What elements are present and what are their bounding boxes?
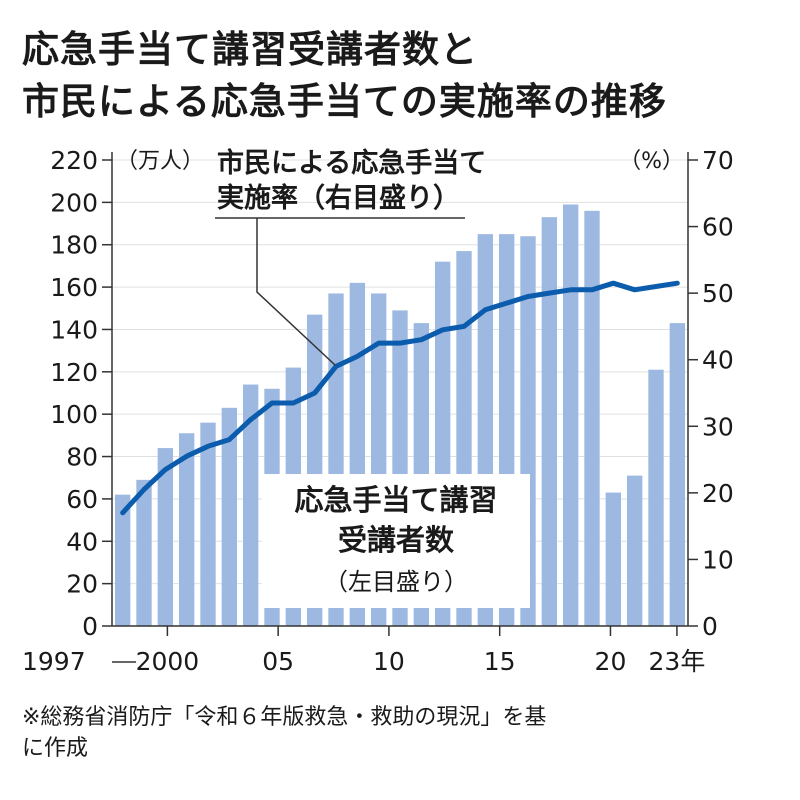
footnote-line-1: ※総務省消防庁「令和６年版救急・救助の現況」を基 <box>22 705 547 730</box>
x-axis-tick-label: 23年 <box>649 647 706 676</box>
left-axis-unit: （万人） <box>116 149 204 174</box>
bar <box>605 492 622 626</box>
left-axis-tick-label: 160 <box>50 273 98 302</box>
bar <box>626 475 643 626</box>
x-axis-tick-label: 05 <box>262 647 294 676</box>
bar <box>221 407 238 626</box>
footnote-line-2: に作成 <box>22 736 89 761</box>
right-axis-tick-label: 60 <box>702 213 734 242</box>
right-axis-tick-label: 50 <box>702 279 734 308</box>
bar-label-box <box>262 474 530 608</box>
line-label-leader <box>256 218 336 366</box>
bar <box>136 479 152 626</box>
left-axis-tick-label: 180 <box>50 231 98 260</box>
bar <box>242 384 259 626</box>
left-axis-tick-label: 40 <box>66 527 98 556</box>
x-axis-tick-label: 15 <box>484 647 516 676</box>
line-label-line-1: 市民による応急手当て <box>217 147 486 179</box>
bar <box>584 210 600 626</box>
left-axis-tick-label: 200 <box>50 188 98 217</box>
rate-line <box>120 280 680 516</box>
line-label-line-2: 実施率（右目盛り） <box>217 182 460 214</box>
bar <box>157 448 174 626</box>
chart-title-line-2: 市民による応急手当ての実施率の推移 <box>22 80 667 123</box>
x-axis-tick-label: 2000 <box>136 647 200 676</box>
bar <box>114 494 131 626</box>
bar <box>669 323 686 626</box>
left-axis-tick-label: 120 <box>50 358 98 387</box>
bar-label-line-3: （左目盛り） <box>324 568 468 596</box>
right-axis-tick-label: 0 <box>702 612 718 641</box>
bar <box>541 217 558 626</box>
left-axis-tick-label: 0 <box>82 612 98 641</box>
x-axis-tick-label: 10 <box>373 647 405 676</box>
x-axis-tick-label: 1997 <box>22 647 86 676</box>
bar-label-line-1: 応急手当て講習 <box>294 483 497 517</box>
right-axis-tick-label: 70 <box>702 146 734 175</box>
right-axis-tick-label: 10 <box>702 545 734 574</box>
right-axis-tick-label: 20 <box>702 479 734 508</box>
bar <box>562 204 579 626</box>
bar <box>648 369 664 626</box>
left-axis-tick-label: 220 <box>50 146 98 175</box>
left-axis-tick-label: 100 <box>50 400 98 429</box>
left-axis-tick-label: 140 <box>50 315 98 344</box>
right-axis-tick-label: 30 <box>702 412 734 441</box>
left-axis-tick-label: 20 <box>66 570 98 599</box>
bar <box>200 422 216 626</box>
bar-label-line-2: 受講者数 <box>338 523 455 557</box>
left-axis-tick-label: 60 <box>66 485 98 514</box>
right-axis-tick-label: 40 <box>702 346 734 375</box>
x-axis-tick-label: 20 <box>595 647 627 676</box>
bar <box>178 433 195 626</box>
right-axis-unit: （%） <box>619 149 684 174</box>
chart-title-line-1: 応急手当て講習受講者数と <box>22 28 478 71</box>
left-axis-tick-label: 80 <box>66 443 98 472</box>
